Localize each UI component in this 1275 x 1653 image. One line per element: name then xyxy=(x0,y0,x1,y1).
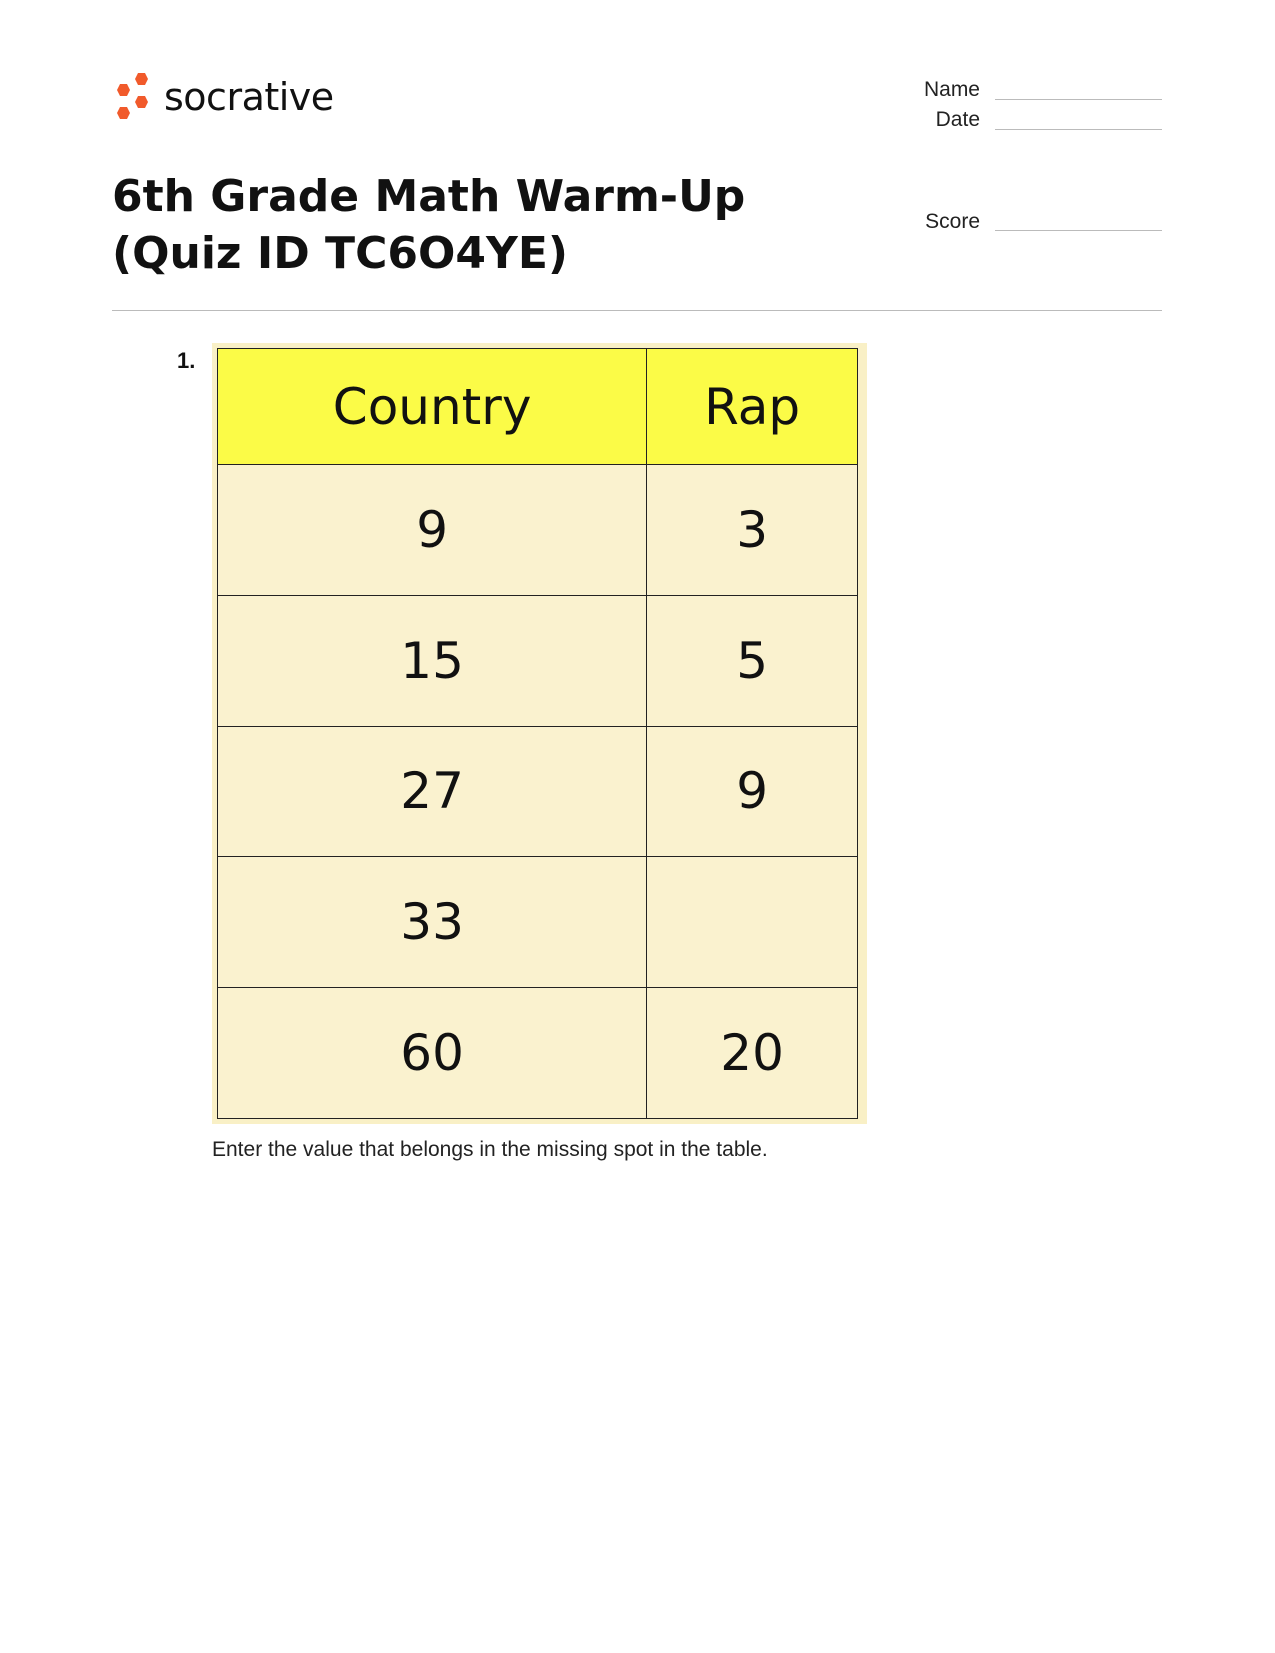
cell: 33 xyxy=(216,856,648,989)
name-field[interactable] xyxy=(995,99,1162,100)
score-label: Score xyxy=(925,210,980,233)
cell: 5 xyxy=(646,594,858,727)
socrative-logo: socrative xyxy=(112,72,334,122)
cell: 9 xyxy=(216,464,648,596)
cell: 3 xyxy=(646,464,858,596)
table-row: 15 5 xyxy=(216,594,858,727)
date-field[interactable] xyxy=(995,129,1162,130)
table-row: 27 9 xyxy=(216,725,858,858)
cell: 9 xyxy=(646,725,858,858)
brand-name: socrative xyxy=(164,75,334,119)
missing-cell xyxy=(646,856,858,989)
date-label: Date xyxy=(935,108,980,131)
question-number: 1. xyxy=(177,348,196,373)
header-country: Country xyxy=(216,348,648,465)
header-divider xyxy=(112,310,1162,311)
name-label: Name xyxy=(923,78,980,101)
hexagon-logo-icon xyxy=(117,73,148,119)
header-rap: Rap xyxy=(646,348,858,465)
cell: 27 xyxy=(216,725,648,858)
cell: 20 xyxy=(646,987,858,1119)
cell: 60 xyxy=(216,987,648,1119)
page-title: 6th Grade Math Warm-Up (Quiz ID TC6O4YE) xyxy=(112,171,746,279)
cell: 15 xyxy=(216,594,648,727)
table-row: 33 xyxy=(216,856,858,989)
table-row: 60 20 xyxy=(216,987,858,1119)
score-field[interactable] xyxy=(995,230,1162,231)
question-prompt: Enter the value that belongs in the miss… xyxy=(212,1138,768,1161)
